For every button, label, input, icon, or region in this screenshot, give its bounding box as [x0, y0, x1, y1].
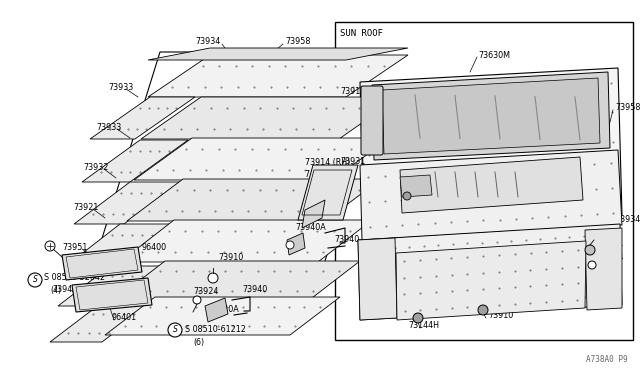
- Text: 73940A: 73940A: [208, 305, 239, 314]
- Polygon shape: [396, 241, 586, 320]
- Text: 73932: 73932: [83, 164, 108, 173]
- Text: SUN ROOF: SUN ROOF: [340, 29, 383, 38]
- Polygon shape: [358, 224, 622, 320]
- Text: 73910: 73910: [488, 311, 513, 321]
- Circle shape: [403, 192, 411, 200]
- Text: S 08510-61212: S 08510-61212: [185, 326, 246, 334]
- Text: 73958: 73958: [615, 103, 640, 112]
- Polygon shape: [105, 297, 340, 335]
- Text: 73924: 73924: [193, 288, 218, 296]
- Polygon shape: [90, 97, 195, 139]
- Circle shape: [168, 323, 182, 337]
- Polygon shape: [585, 228, 622, 310]
- FancyBboxPatch shape: [361, 86, 383, 155]
- Text: 73940: 73940: [334, 235, 359, 244]
- Text: 73921: 73921: [598, 240, 623, 248]
- Polygon shape: [58, 266, 160, 306]
- Polygon shape: [127, 179, 381, 221]
- Text: (4): (4): [50, 286, 61, 295]
- Text: 96400: 96400: [142, 244, 167, 253]
- Polygon shape: [400, 175, 432, 197]
- Text: 73924: 73924: [598, 253, 623, 263]
- Text: 96401: 96401: [112, 314, 137, 323]
- Text: 73944: 73944: [52, 285, 77, 295]
- Circle shape: [585, 245, 595, 255]
- Text: 73958: 73958: [285, 38, 310, 46]
- Polygon shape: [82, 140, 188, 182]
- Polygon shape: [382, 78, 600, 154]
- Polygon shape: [74, 182, 180, 224]
- Text: 73921: 73921: [73, 203, 99, 212]
- Text: 73934: 73934: [615, 215, 640, 224]
- Text: 73144H: 73144H: [408, 321, 439, 330]
- Text: S: S: [33, 276, 37, 285]
- Text: 73910F: 73910F: [308, 193, 338, 202]
- Text: 73951: 73951: [62, 244, 88, 253]
- Text: 73910V: 73910V: [340, 87, 371, 96]
- Polygon shape: [298, 165, 358, 220]
- Text: 73934: 73934: [195, 38, 220, 46]
- Circle shape: [413, 313, 423, 323]
- Polygon shape: [141, 97, 399, 139]
- Circle shape: [208, 273, 218, 283]
- Text: 73915 (LH): 73915 (LH): [305, 170, 349, 180]
- Text: S: S: [173, 326, 177, 334]
- Text: 73931: 73931: [365, 278, 390, 286]
- Text: 73933: 73933: [108, 83, 133, 93]
- Polygon shape: [120, 220, 372, 262]
- Polygon shape: [302, 200, 325, 228]
- Polygon shape: [148, 55, 408, 97]
- Circle shape: [588, 261, 596, 269]
- Polygon shape: [400, 157, 583, 213]
- Polygon shape: [360, 150, 622, 240]
- Bar: [335, 22, 633, 340]
- Text: (6): (6): [193, 337, 204, 346]
- Polygon shape: [72, 278, 152, 312]
- Text: 73931: 73931: [490, 276, 515, 285]
- Circle shape: [193, 296, 201, 304]
- Polygon shape: [66, 224, 170, 266]
- Text: 73940A: 73940A: [295, 224, 326, 232]
- Polygon shape: [360, 68, 622, 228]
- Text: 73940: 73940: [242, 285, 268, 295]
- Polygon shape: [134, 138, 390, 180]
- Polygon shape: [287, 233, 305, 255]
- Text: 73914 (RH): 73914 (RH): [305, 157, 350, 167]
- Polygon shape: [205, 298, 228, 322]
- Circle shape: [286, 241, 294, 249]
- Circle shape: [45, 241, 55, 251]
- Text: 73933: 73933: [96, 124, 121, 132]
- Circle shape: [28, 273, 42, 287]
- Polygon shape: [50, 304, 152, 342]
- Polygon shape: [113, 261, 360, 301]
- Polygon shape: [62, 247, 142, 280]
- Circle shape: [478, 305, 488, 315]
- Text: 73931: 73931: [340, 157, 365, 167]
- Polygon shape: [358, 238, 397, 320]
- Polygon shape: [372, 72, 610, 160]
- Polygon shape: [90, 52, 390, 277]
- Text: 73630M: 73630M: [478, 51, 510, 60]
- Text: A738A0 P9: A738A0 P9: [586, 356, 628, 365]
- Text: 73910: 73910: [218, 253, 243, 263]
- Text: S 08530-52042: S 08530-52042: [44, 273, 105, 282]
- Polygon shape: [148, 48, 408, 60]
